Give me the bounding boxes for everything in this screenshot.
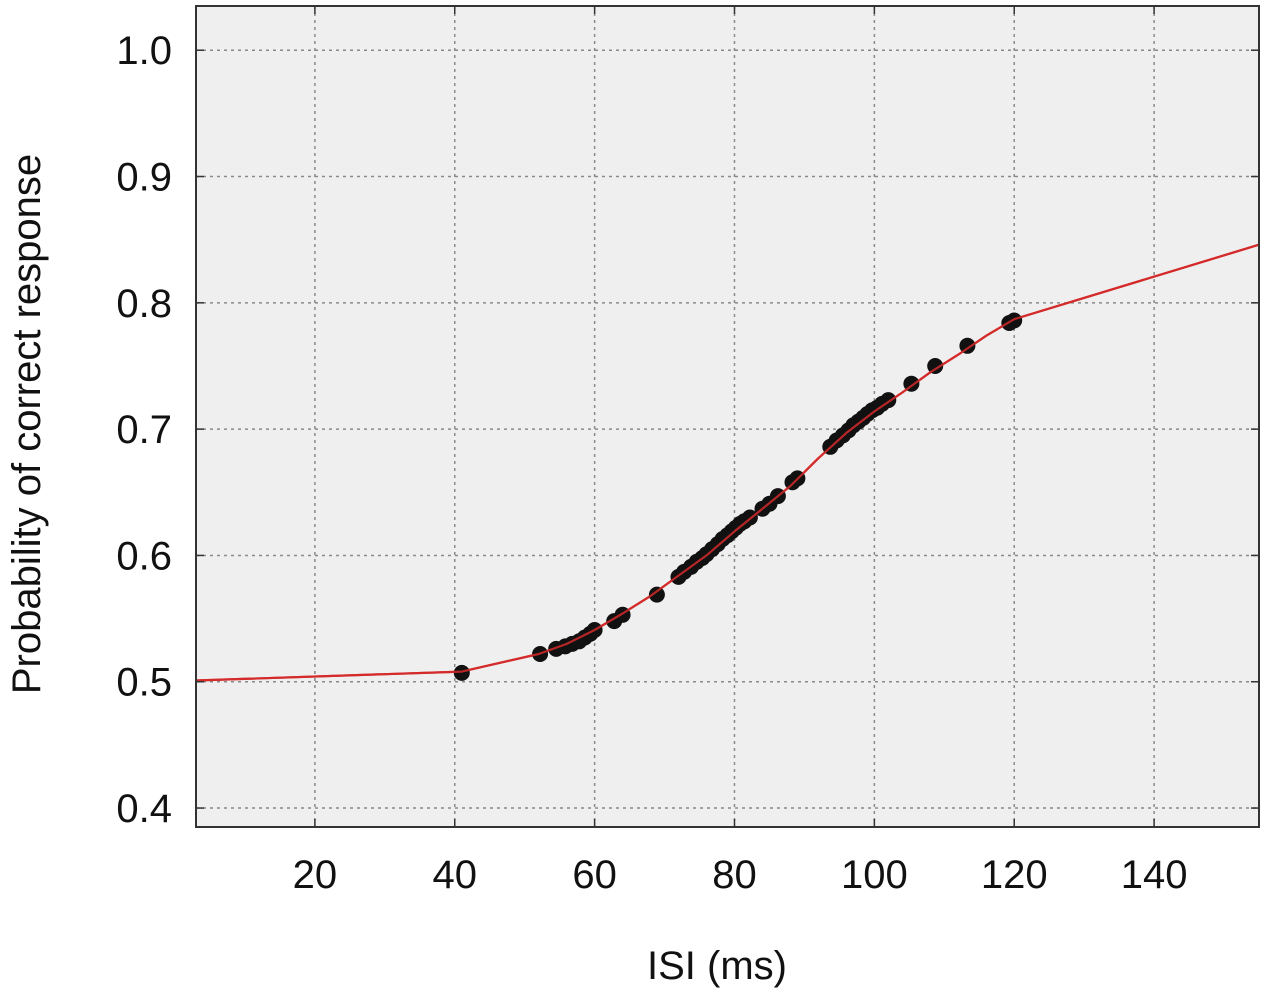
y-tick-label: 0.4 [116,787,172,831]
data-point [959,337,976,354]
y-tick-label: 0.5 [116,661,172,705]
y-tick-label: 1.0 [116,29,172,73]
data-point [453,664,470,681]
plot-area [196,6,1259,827]
x-tick-label: 100 [841,853,908,897]
data-point [1006,312,1023,329]
data-point [927,358,944,374]
x-tick-label: 60 [572,853,617,897]
x-tick-label: 20 [293,853,338,897]
y-tick-label: 0.7 [116,408,172,452]
x-axis-ticks: 20 40 60 80 100 120 140 [293,6,1188,897]
x-tick-label: 140 [1121,853,1188,897]
x-tick-label: 40 [433,853,478,897]
y-axis-title: Probability of correct response [5,154,49,694]
gridlines [196,6,1259,827]
data-point [648,586,665,603]
x-tick-label: 80 [712,853,757,897]
x-tick-label: 120 [981,853,1048,897]
x-axis-title: ISI (ms) [647,944,787,988]
y-tick-label: 0.8 [116,282,172,326]
fitted-curve [195,243,1260,682]
plot-frame [195,5,1260,828]
y-tick-label: 0.9 [116,156,172,200]
y-tick-label: 0.6 [116,534,172,578]
fitted-curve-overlay [195,243,1260,682]
y-axis-ticks: 0.4 0.5 0.6 0.7 0.8 0.9 1.0 [116,29,1259,831]
